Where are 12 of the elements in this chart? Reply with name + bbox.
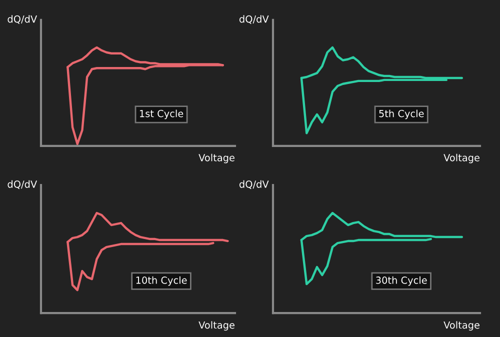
annotation: 5th Cycle (379, 110, 424, 120)
x-axis-title: Voltage (444, 154, 480, 164)
annotation: 1st Cycle (140, 110, 184, 120)
y-axis-title: dQ/dV (8, 180, 38, 189)
y-axis-title: dQ/dV (8, 15, 38, 24)
x-axis-title: Voltage (444, 321, 480, 331)
y-axis-title: dQ/dV (239, 15, 269, 24)
x-axis-title: Voltage (198, 154, 234, 164)
x-axis-title: Voltage (198, 321, 234, 331)
annotation: 10th Cycle (136, 276, 187, 286)
annotation: 30th Cycle (376, 276, 427, 286)
y-axis-title: dQ/dV (239, 180, 269, 189)
